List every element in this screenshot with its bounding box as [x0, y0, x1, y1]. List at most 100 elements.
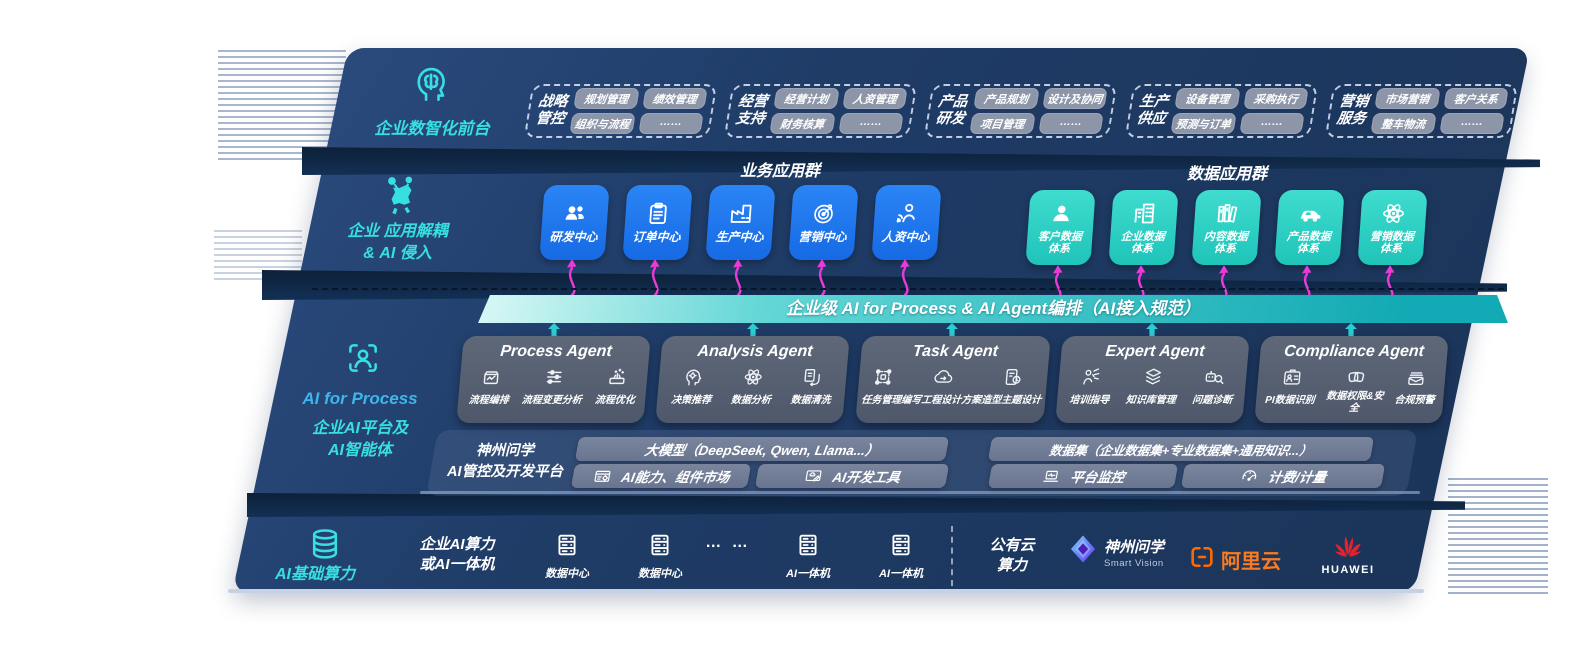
group-marketing-service: 营销 服务 市场营销 客户关系 整车物流 ……: [1324, 84, 1519, 138]
database-icon: [307, 526, 343, 562]
diagnose-search-icon: [1202, 366, 1226, 388]
process-agent-box: Process Agent 流程编排 流程变更分析 流程优化: [456, 336, 652, 423]
target-icon: [810, 200, 839, 227]
group-chip: 组织与流程: [569, 113, 636, 134]
magenta-arrow: [567, 259, 577, 297]
magenta-arrow: [817, 259, 827, 297]
group-name: 生产 供应: [1135, 94, 1170, 127]
group-chip: 规划管理: [573, 88, 640, 109]
car-icon: [1296, 200, 1325, 227]
node-data-center-2: 数据中心: [625, 531, 695, 581]
server-icon: [646, 531, 674, 559]
group-chip: ……: [1038, 113, 1105, 134]
tile-hr-center: 人资中心: [871, 185, 942, 260]
tile-marketing-data: 营销数据 体系: [1357, 190, 1428, 265]
tile-marketing-center: 营销中心: [788, 185, 859, 260]
trainer-icon: [1079, 366, 1103, 388]
building-icon: [1130, 200, 1159, 227]
group-name: 营销 服务: [1335, 94, 1370, 127]
group-name: 战略 管控: [534, 94, 569, 127]
tile-production-center: 生产中心: [705, 185, 776, 260]
node-data-center-1: 数据中心: [532, 531, 602, 581]
vertical-dashed-divider: [951, 526, 953, 586]
group-chip: 人资管理: [842, 88, 909, 109]
alicloud-name: 阿里云: [1221, 551, 1281, 573]
huawei-name: HUAWEI: [1321, 564, 1375, 576]
tile-rnd-center: 研发中心: [539, 185, 610, 260]
clipboard-clock-icon: [1001, 366, 1025, 388]
tile-product-data: 产品数据 体系: [1274, 190, 1345, 265]
ai-layer-label-3: AI智能体: [327, 442, 392, 459]
group-chip: 绩效管理: [641, 88, 708, 109]
server-icon: [794, 531, 822, 559]
app-layer-label: 企业 应用解耦 & AI 侵入: [347, 223, 448, 263]
node-ai-appliance-2: AI一体机: [866, 531, 936, 581]
agent-title: Expert Agent: [1104, 343, 1205, 360]
group-chip: 客户关系: [1442, 88, 1509, 109]
ai-layer-label-2: 企业AI平台及: [311, 420, 408, 437]
szwx-diamond-logo: [1066, 532, 1100, 566]
flow-orchestration-icon: [479, 366, 503, 388]
group-name: 产品 研发: [934, 94, 970, 127]
group-chip: 整车物流: [1370, 113, 1437, 134]
szwx-subtitle: Smart Vision: [1104, 558, 1164, 569]
tile-enterprise-data: 企业数据 体系: [1108, 190, 1179, 265]
expert-agent-box: Expert Agent 培训指导 知识库管理 问题诊断: [1054, 336, 1250, 423]
group-chip: 预测与订单: [1169, 113, 1236, 134]
team-icon: [561, 200, 590, 227]
mail-alert-icon: [1404, 366, 1428, 388]
meter-gauge-icon: [1238, 467, 1260, 486]
books-icon: [1213, 200, 1242, 227]
group-chip: ……: [1238, 113, 1305, 134]
tool-bar-platform-monitor: 平台监控: [987, 464, 1179, 488]
agent-title: Process Agent: [499, 343, 613, 360]
group-production-supply: 生产 供应 设备管理 采购执行 预测与订单 ……: [1124, 84, 1319, 138]
group-chip: 采购执行: [1242, 88, 1309, 109]
compliance-agent-box: Compliance Agent PI数据识别 数据权限&安全 合规预警: [1253, 336, 1449, 423]
front-office-groups: 战略 管控 规划管理 绩效管理 组织与流程 …… 经营 支持 经营计划 人资管理 财…: [523, 84, 1519, 138]
platform-monitor-icon: [1040, 467, 1062, 486]
group-chip: 设计及协同: [1042, 88, 1109, 109]
panel-bottom-highlight: [228, 589, 1424, 593]
sliders-icon: [542, 366, 566, 388]
magenta-arrow: [650, 259, 660, 297]
analysis-agent-box: Analysis Agent 决策推荐 数据分析 数据清洗: [655, 336, 851, 423]
stripes-decoration-top-left: [218, 50, 346, 164]
task-grid-icon: [871, 366, 895, 388]
dashed-boundary-line: [312, 288, 1504, 290]
dev-tools-icon: [802, 467, 824, 486]
front-layer-label: 企业数智化前台: [374, 120, 490, 138]
group-chip: 市场营销: [1374, 88, 1441, 109]
tool-bar-metering: 计费/计量: [1180, 464, 1386, 488]
alicloud-logo-icon: [1188, 543, 1216, 571]
data-app-tiles: 客户数据 体系 企业数据 体系 内容数据 体系 产品数据 体系 营销数据 体系: [1025, 190, 1428, 265]
group-operation-support: 经营 支持 经营计划 人资管理 财务核算 ……: [723, 84, 918, 138]
clipboard-icon: [644, 200, 673, 227]
public-cloud-label: 公有云 算力: [989, 537, 1035, 575]
ai-layer-label-1: AI for Process: [302, 389, 418, 408]
user-icon: [1047, 200, 1076, 227]
tile-customer-data: 客户数据 体系: [1025, 190, 1096, 265]
infra-ellipsis: … …: [705, 534, 751, 551]
group-chip: 经营计划: [773, 88, 840, 109]
business-apps-title: 业务应用群: [739, 163, 820, 180]
group-chip: ……: [1438, 113, 1505, 134]
agent-title: Task Agent: [911, 343, 999, 360]
agent-title: Analysis Agent: [697, 343, 814, 360]
agent-title: Compliance Agent: [1283, 343, 1425, 360]
dataset-bar: 数据集（企业数据集+专业数据集+通用知识...）: [987, 437, 1375, 461]
server-icon: [887, 531, 915, 559]
hr-person-icon: [893, 200, 922, 227]
enterprise-compute-label: 企业AI算力 或AI一体机: [419, 536, 495, 574]
molecule-icon: [378, 174, 422, 218]
components-market-icon: [591, 467, 613, 486]
layers-icon: [1140, 366, 1164, 388]
agent-boxes: Process Agent 流程编排 流程变更分析 流程优化 Analysis …: [456, 336, 1449, 423]
group-chip: ……: [838, 113, 905, 134]
szwx-logo-text: 神州问学 Smart Vision: [1104, 536, 1214, 569]
group-chip: ……: [637, 113, 704, 134]
platform-label: 神州问学 AI管控及开发平台: [447, 443, 563, 481]
group-chip: 财务核算: [769, 113, 836, 134]
decision-head-icon: [681, 366, 705, 388]
